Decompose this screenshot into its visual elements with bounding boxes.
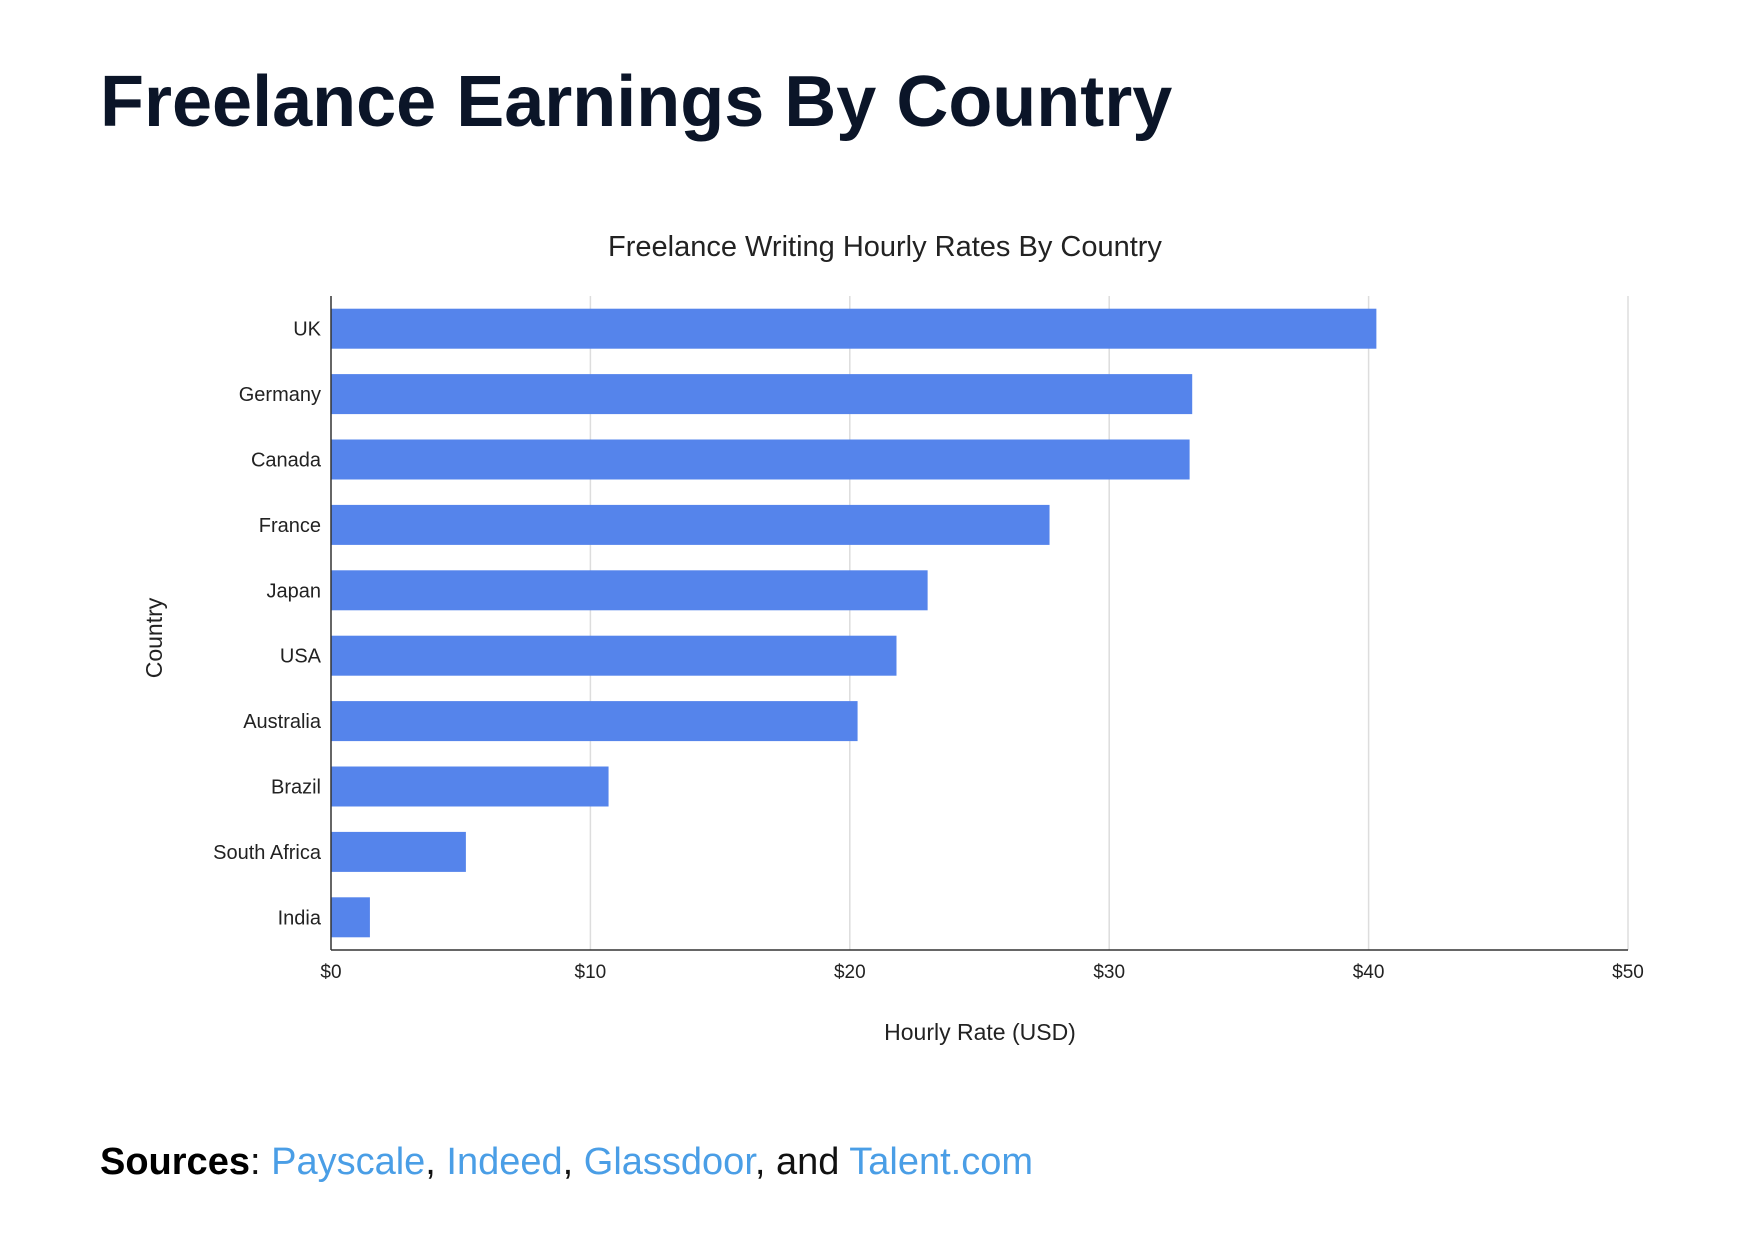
x-tick-labels: $0 $10 $20 $30 $40 $50 — [320, 962, 1643, 983]
category-label: South Africa — [213, 842, 322, 864]
sources-label: Sources — [100, 1141, 250, 1183]
sources-line: Sources: Payscale, Indeed, Glassdoor, an… — [100, 1140, 1033, 1184]
bar — [331, 635, 897, 676]
bar — [331, 701, 858, 742]
bars — [331, 308, 1377, 938]
y-axis-title: Country — [141, 597, 167, 678]
bar — [331, 766, 609, 807]
page-title: Freelance Earnings By Country — [100, 62, 1173, 142]
x-tick-label: $30 — [1093, 962, 1125, 983]
bar — [331, 897, 370, 938]
x-tick-label: $40 — [1353, 962, 1385, 983]
category-label: India — [278, 907, 322, 929]
bar — [331, 374, 1193, 415]
x-axis-title: Hourly Rate (USD) — [884, 1019, 1076, 1045]
sources-separator: , — [425, 1141, 447, 1183]
x-tick-label: $20 — [834, 962, 866, 983]
category-label: USA — [280, 646, 322, 668]
category-label: Australia — [243, 711, 322, 733]
bar — [331, 504, 1050, 545]
sources-colon: : — [249, 1141, 272, 1183]
source-link-payscale[interactable]: Payscale — [271, 1141, 426, 1183]
bar — [331, 570, 928, 611]
source-link-glassdoor[interactable]: Glassdoor — [583, 1141, 755, 1183]
chart-title: Freelance Writing Hourly Rates By Countr… — [608, 231, 1162, 263]
bar — [331, 439, 1190, 480]
x-tick-label: $0 — [320, 962, 341, 983]
category-label: Canada — [251, 450, 322, 472]
x-tick-label: $50 — [1612, 962, 1644, 983]
category-labels: UK Germany Canada France Japan USA Australia Br… — [213, 319, 322, 930]
category-label: Japan — [267, 580, 322, 602]
source-link-talent[interactable]: Talent.com — [849, 1141, 1034, 1183]
sources-separator: , — [562, 1141, 584, 1183]
sources-separator: , and — [754, 1141, 850, 1183]
category-label: Brazil — [271, 777, 321, 799]
category-label: Germany — [239, 384, 321, 406]
category-label: France — [259, 515, 321, 537]
category-label: UK — [293, 319, 321, 341]
bar — [331, 308, 1377, 349]
bar — [331, 831, 466, 872]
x-tick-label: $10 — [575, 962, 607, 983]
source-link-indeed[interactable]: Indeed — [446, 1141, 563, 1183]
